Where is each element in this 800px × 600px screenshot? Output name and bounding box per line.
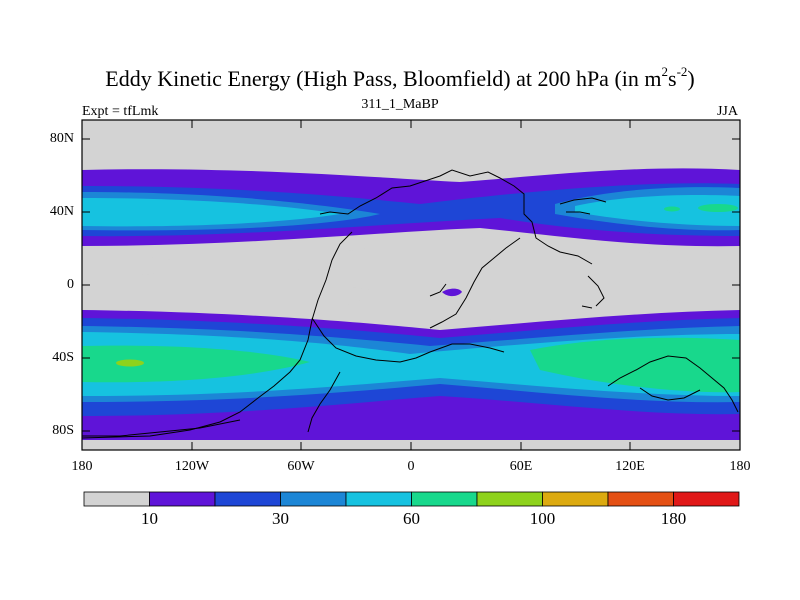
plot-title: Eddy Kinetic Energy (High Pass, Bloomfie… bbox=[105, 63, 695, 91]
run-id-label: 311_1_MaBP bbox=[361, 97, 439, 112]
lat-tick-40n: 40N bbox=[49, 204, 74, 219]
lon-tick-0: 0 bbox=[407, 459, 415, 474]
colorbar-label: 10 bbox=[141, 509, 158, 528]
lon-tick-120e: 120E bbox=[615, 459, 645, 474]
colorbar-swatch bbox=[149, 491, 216, 507]
colorbar bbox=[83, 491, 740, 507]
colorbar-label: 60 bbox=[403, 509, 420, 528]
lon-tick-60w: 60W bbox=[287, 459, 315, 474]
colorbar-swatch bbox=[673, 491, 740, 507]
lat-tick-0: 0 bbox=[67, 277, 74, 292]
colorbar-label: 180 bbox=[660, 509, 687, 528]
colorbar-swatch bbox=[83, 491, 150, 507]
lat-tick-80s: 80S bbox=[52, 423, 74, 438]
colorbar-label: 100 bbox=[529, 509, 556, 528]
lon-tick-180w: 180 bbox=[71, 459, 93, 474]
axis-ticks bbox=[81, 120, 741, 450]
colorbar-swatch bbox=[607, 491, 674, 507]
lon-tick-180e: 180 bbox=[729, 459, 751, 474]
continent-outlines bbox=[81, 169, 739, 439]
colorbar-label: 30 bbox=[272, 509, 289, 528]
colorbar-swatch bbox=[411, 491, 478, 507]
season-label: JJA bbox=[716, 104, 738, 119]
colorbar-swatch bbox=[280, 491, 347, 507]
colorbar-swatch bbox=[214, 491, 281, 507]
lat-tick-80n: 80N bbox=[49, 131, 74, 146]
experiment-label: Expt = tfLmk bbox=[82, 104, 159, 119]
lon-tick-120w: 120W bbox=[174, 459, 210, 474]
colorbar-swatch bbox=[542, 491, 609, 507]
colorbar-swatch bbox=[345, 491, 412, 507]
colorbar-swatch bbox=[476, 491, 543, 507]
lat-tick-40s: 40S bbox=[52, 350, 74, 365]
lon-tick-60e: 60E bbox=[509, 459, 533, 474]
